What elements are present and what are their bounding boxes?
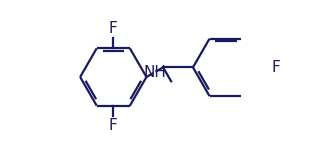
Text: NH: NH [144, 65, 166, 80]
Text: F: F [272, 60, 281, 75]
Text: F: F [109, 21, 118, 36]
Text: F: F [109, 118, 118, 133]
